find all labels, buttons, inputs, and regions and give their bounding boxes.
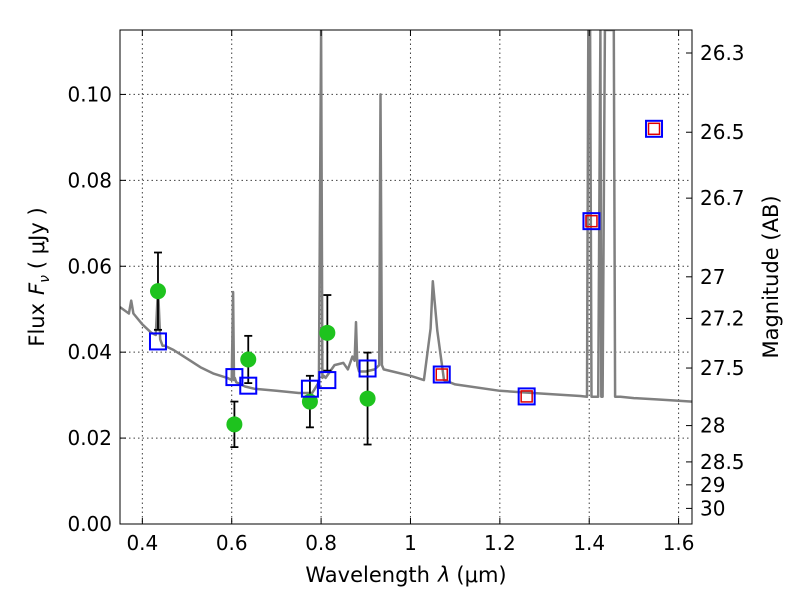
marker-series — [148, 119, 664, 449]
predicted-square — [435, 368, 448, 381]
model-band-square — [582, 212, 601, 231]
y-axis-label-text: Flux — [25, 303, 49, 347]
model-band-square — [300, 379, 319, 398]
y2-tick-label: 26.3 — [700, 41, 745, 65]
observed-point — [226, 416, 243, 433]
x-tick-label: 1.2 — [484, 531, 516, 555]
y-axis-subscript: ν — [37, 275, 53, 283]
model-band-square — [517, 387, 536, 406]
grid-lines — [120, 30, 692, 524]
y2-tick-label: 27 — [700, 265, 725, 289]
y-axis-label: Flux Fν ( μJy ) — [25, 207, 53, 346]
y-axis-unit: ( μJy ) — [25, 207, 49, 269]
axes: 0.4 0.6 0.8 1 1.2 1.4 1.6 0.00 0.02 0.04 0.06 0.08 0… — [67, 30, 745, 555]
y-tick-label: 0.02 — [67, 426, 112, 450]
plot-frame — [119, 29, 693, 525]
observed-point — [240, 351, 257, 368]
x-tick-label: 0.4 — [126, 531, 158, 555]
y2-tick-label: 27.2 — [700, 306, 745, 330]
predicted-square — [647, 122, 661, 136]
y2-axis-label: Magnitude (AB) — [759, 195, 783, 358]
x-tick-label: 1 — [404, 531, 417, 555]
x-axis-unit: (μm) — [456, 563, 506, 587]
x-axis-symbol: λ — [437, 563, 450, 587]
predicted-square — [585, 214, 598, 228]
model-band-square — [148, 332, 167, 351]
y-tick-label: 0.10 — [67, 82, 112, 106]
model-band-square — [239, 376, 258, 395]
x-tick-label: 1.6 — [663, 531, 695, 555]
x-axis-label: Wavelength λ (μm) — [305, 563, 506, 587]
y2-tick-label: 29 — [700, 473, 725, 497]
y-tick-label: 0.04 — [67, 340, 112, 364]
y-axis-symbol: F — [25, 282, 49, 295]
y2-tick-label: 28 — [700, 414, 725, 438]
x-tick-label: 0.8 — [305, 531, 337, 555]
model-band-square — [358, 359, 377, 378]
y2-tick-label: 26.7 — [700, 186, 745, 210]
observed-point — [359, 390, 376, 407]
y2-tick-label: 26.5 — [700, 120, 745, 144]
y-tick-label: 0.00 — [67, 512, 112, 536]
model-band-square — [318, 371, 337, 390]
y-tick-label: 0.06 — [67, 254, 112, 278]
predicted-square — [520, 390, 533, 403]
model-sed-line — [120, 30, 692, 403]
model-band-square — [645, 119, 664, 138]
x-tick-label: 1.4 — [573, 531, 605, 555]
y-tick-label: 0.08 — [67, 168, 112, 192]
observed-point — [149, 283, 166, 300]
y2-tick-label: 27.5 — [700, 356, 745, 380]
observed-point — [319, 324, 336, 341]
model-band-square — [432, 365, 451, 384]
y2-tick-label: 30 — [700, 496, 725, 520]
x-tick-label: 0.6 — [216, 531, 248, 555]
x-axis-label-text: Wavelength — [305, 563, 430, 587]
model-sed-series — [120, 30, 692, 403]
y2-tick-label: 28.5 — [700, 450, 745, 474]
